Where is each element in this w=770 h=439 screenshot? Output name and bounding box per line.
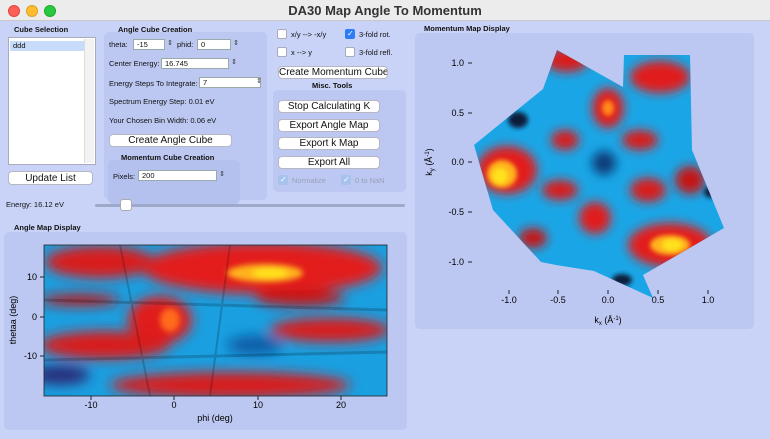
- energy-slider-handle[interactable]: [120, 199, 132, 211]
- center-energy-label: Center Energy:: [109, 59, 160, 68]
- title-bar: DA30 Map Angle To Momentum: [0, 0, 770, 21]
- momentum-cube-title: Momentum Cube Creation: [121, 153, 215, 162]
- momentum-map-ytick: 1.0: [451, 58, 464, 68]
- angle-map-ytick: 10: [27, 272, 37, 282]
- center-energy-stepper[interactable]: ⇕: [231, 59, 237, 66]
- angle-map-xtick: 10: [253, 400, 263, 410]
- momentum-map-title: Momentum Map Display: [424, 24, 510, 33]
- refl3-label: 3-fold refl.: [359, 48, 393, 57]
- angle-map-ytick: 0: [32, 312, 37, 322]
- cube-selection-title: Cube Selection: [14, 25, 69, 34]
- momentum-map-ytick: 0.0: [451, 157, 464, 167]
- energy-steps-stepper[interactable]: ⇕: [256, 78, 262, 85]
- pixels-stepper[interactable]: ⇕: [219, 171, 225, 178]
- xy-swap-checkbox[interactable]: [277, 29, 287, 39]
- minimize-window-button[interactable]: [26, 5, 38, 17]
- phid-input[interactable]: 0: [197, 39, 231, 50]
- energy-slider-track[interactable]: [95, 204, 405, 207]
- x-to-y-label: x --> y: [291, 48, 313, 57]
- phid-stepper[interactable]: ⇕: [233, 40, 239, 47]
- momentum-map-ytick: 0.5: [451, 108, 464, 118]
- angle-map-heatmap: [44, 245, 387, 396]
- zero-to-nan-label: 0 to NaN: [355, 176, 385, 185]
- momentum-map-xtick: 1.0: [702, 295, 715, 305]
- angle-map-x-axis: [90, 396, 342, 400]
- momentum-map-xlabel: kx (Å-1): [594, 315, 621, 327]
- energy-label: Energy: 16.12 eV: [6, 200, 64, 209]
- angle-map-ytick: -10: [24, 351, 37, 361]
- refl3-checkbox[interactable]: [345, 47, 355, 57]
- stop-calculating-k-button[interactable]: Stop Calculating K: [278, 100, 380, 113]
- angle-map-xtick: -10: [84, 400, 97, 410]
- create-angle-cube-button[interactable]: Create Angle Cube: [109, 134, 232, 147]
- normalize-checkbox[interactable]: [278, 175, 288, 185]
- list-scrollbar[interactable]: [84, 39, 94, 163]
- energy-steps-label: Energy Steps To Integrate:: [109, 79, 198, 88]
- zoom-window-button[interactable]: [44, 5, 56, 17]
- xy-swap-label: x/y --> -x/y: [291, 30, 327, 39]
- energy-steps-input[interactable]: 7: [199, 77, 261, 88]
- momentum-map-x-axis: [508, 290, 709, 294]
- pixels-label: Pixels:: [113, 172, 136, 181]
- angle-map-title: Angle Map Display: [14, 223, 81, 232]
- cube-list[interactable]: ddd: [8, 37, 96, 165]
- export-k-map-button[interactable]: Export k Map: [278, 137, 380, 150]
- misc-tools-title: Misc. Tools: [312, 81, 353, 90]
- momentum-map-xtick: 0.5: [652, 295, 665, 305]
- pixels-input[interactable]: 200: [138, 170, 217, 181]
- close-window-button[interactable]: [8, 5, 20, 17]
- momentum-map-heatmap: [474, 50, 724, 298]
- spectrum-step-text: Spectrum Energy Step: 0.01 eV: [109, 97, 215, 106]
- list-item[interactable]: ddd: [10, 41, 84, 51]
- zero-to-nan-checkbox[interactable]: [341, 175, 351, 185]
- create-momentum-cube-button[interactable]: Create Momentum Cube: [278, 66, 388, 79]
- momentum-map-xtick: -1.0: [501, 295, 517, 305]
- theta-input[interactable]: -15: [133, 39, 165, 50]
- window-title: DA30 Map Angle To Momentum: [288, 3, 482, 18]
- angle-map-xtick: 0: [171, 400, 176, 410]
- export-angle-map-button[interactable]: Export Angle Map: [278, 119, 380, 132]
- momentum-map-y-axis: [468, 62, 472, 263]
- angle-map-ylabel: thetaa (deg): [8, 296, 18, 345]
- normalize-label: Normalize: [292, 176, 326, 185]
- momentum-cube-panel: [108, 160, 240, 204]
- rot3-label: 3-fold rot.: [359, 30, 391, 39]
- bin-width-text: Your Chosen Bin Width: 0.06 eV: [109, 116, 217, 125]
- export-all-button[interactable]: Export All: [278, 156, 380, 169]
- update-list-button[interactable]: Update List: [8, 171, 93, 185]
- rot3-checkbox[interactable]: [345, 29, 355, 39]
- angle-map-xtick: 20: [336, 400, 346, 410]
- theta-label: theta:: [109, 40, 128, 49]
- momentum-map-xtick: -0.5: [550, 295, 566, 305]
- theta-stepper[interactable]: ⇕: [167, 40, 173, 47]
- angle-map-xlabel: phi (deg): [197, 413, 233, 423]
- angle-cube-title: Angle Cube Creation: [118, 25, 193, 34]
- momentum-map-ytick: -0.5: [448, 207, 464, 217]
- angle-map-y-axis: [40, 276, 44, 357]
- momentum-map-ytick: -1.0: [448, 257, 464, 267]
- momentum-map-ylabel: ky (Å-1): [424, 148, 436, 175]
- x-to-y-checkbox[interactable]: [277, 47, 287, 57]
- phid-label: phid:: [177, 40, 194, 49]
- center-energy-input[interactable]: 16.745: [161, 58, 229, 69]
- momentum-map-xtick: 0.0: [602, 295, 615, 305]
